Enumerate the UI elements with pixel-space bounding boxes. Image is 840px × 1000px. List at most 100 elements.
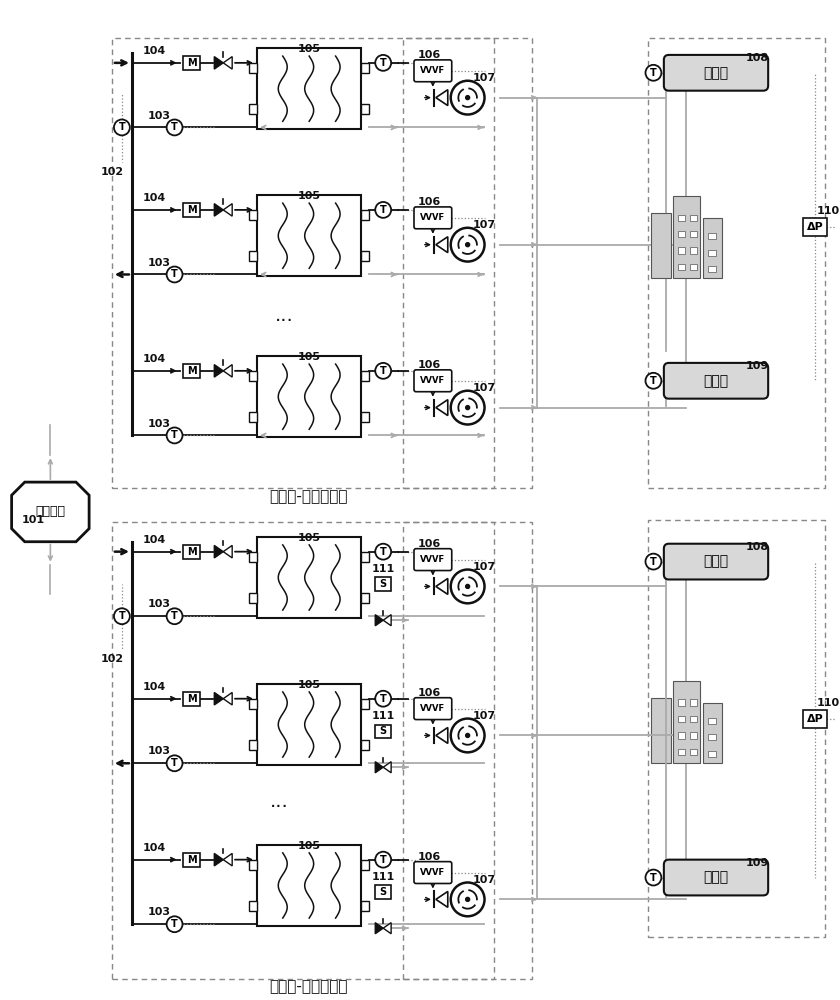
Bar <box>375 885 391 899</box>
Bar <box>673 196 700 278</box>
Bar <box>257 356 361 437</box>
Text: 108: 108 <box>746 53 769 63</box>
Text: T: T <box>380 58 386 68</box>
Circle shape <box>375 544 391 560</box>
FancyBboxPatch shape <box>414 60 452 82</box>
Circle shape <box>645 554 661 570</box>
Text: 105: 105 <box>297 680 321 690</box>
Bar <box>249 699 257 709</box>
Bar <box>361 63 370 73</box>
Circle shape <box>451 719 485 752</box>
Text: 集水器: 集水器 <box>703 871 728 885</box>
Text: T: T <box>650 68 657 78</box>
Polygon shape <box>214 692 223 705</box>
Circle shape <box>375 202 391 218</box>
FancyBboxPatch shape <box>664 544 768 579</box>
Text: ΔP: ΔP <box>807 222 824 232</box>
Circle shape <box>465 96 470 100</box>
Bar <box>249 371 257 381</box>
Text: VVVF: VVVF <box>420 376 445 385</box>
FancyBboxPatch shape <box>664 55 768 91</box>
Circle shape <box>465 406 470 410</box>
Bar <box>112 38 495 488</box>
Text: 111: 111 <box>371 564 395 574</box>
Text: 107: 107 <box>473 383 496 393</box>
Bar <box>361 251 370 261</box>
Bar <box>678 699 685 706</box>
Bar <box>182 545 201 559</box>
Circle shape <box>645 870 661 885</box>
Polygon shape <box>223 692 232 705</box>
Text: M: M <box>186 58 197 68</box>
Bar <box>249 251 257 261</box>
Text: M: M <box>186 205 197 215</box>
Bar <box>678 749 685 755</box>
Text: T: T <box>380 366 386 376</box>
Bar <box>249 593 257 603</box>
Text: 111: 111 <box>371 872 395 882</box>
Text: 集水器: 集水器 <box>703 374 728 388</box>
Text: 104: 104 <box>143 46 166 56</box>
Circle shape <box>375 363 391 379</box>
Bar <box>257 48 361 129</box>
Bar <box>403 522 533 979</box>
Bar <box>678 215 685 221</box>
Text: 103: 103 <box>148 746 171 756</box>
Circle shape <box>375 55 391 71</box>
Polygon shape <box>436 90 448 106</box>
Bar <box>702 703 722 763</box>
Polygon shape <box>214 853 223 866</box>
Text: 106: 106 <box>417 852 440 862</box>
Bar <box>361 104 370 114</box>
Circle shape <box>114 608 130 624</box>
Text: 104: 104 <box>143 193 166 203</box>
Bar <box>361 412 370 422</box>
Text: M: M <box>186 694 197 704</box>
Bar <box>249 104 257 114</box>
Text: VVVF: VVVF <box>420 704 445 713</box>
Text: 102: 102 <box>101 654 123 664</box>
Bar <box>361 901 370 911</box>
Bar <box>249 412 257 422</box>
Circle shape <box>166 916 182 932</box>
Text: VVVF: VVVF <box>420 213 445 222</box>
Text: 107: 107 <box>473 562 496 572</box>
Bar <box>803 710 827 728</box>
Text: T: T <box>380 547 386 557</box>
Circle shape <box>166 755 182 771</box>
Text: T: T <box>171 269 178 279</box>
Bar <box>249 901 257 911</box>
Bar <box>690 215 697 221</box>
Circle shape <box>465 897 470 901</box>
Text: T: T <box>171 758 178 768</box>
Circle shape <box>375 691 391 707</box>
Circle shape <box>451 391 485 424</box>
FancyBboxPatch shape <box>414 207 452 229</box>
Text: 103: 103 <box>148 258 171 268</box>
Text: 107: 107 <box>473 73 496 83</box>
Bar <box>361 210 370 220</box>
FancyBboxPatch shape <box>414 698 452 720</box>
Polygon shape <box>436 891 448 907</box>
Circle shape <box>166 119 182 135</box>
FancyBboxPatch shape <box>414 370 452 392</box>
Bar <box>361 593 370 603</box>
Text: 110: 110 <box>816 206 840 216</box>
Text: 105: 105 <box>297 533 321 543</box>
Bar <box>249 740 257 750</box>
Text: 105: 105 <box>297 191 321 201</box>
Bar <box>257 684 361 765</box>
Text: 109: 109 <box>746 361 769 371</box>
Text: 控制模块: 控制模块 <box>35 505 66 518</box>
Text: M: M <box>186 855 197 865</box>
Text: VVVF: VVVF <box>420 868 445 877</box>
FancyBboxPatch shape <box>414 862 452 883</box>
Circle shape <box>451 570 485 603</box>
Polygon shape <box>383 923 391 934</box>
Bar <box>257 537 361 618</box>
Bar <box>375 725 391 738</box>
Text: 103: 103 <box>148 111 171 121</box>
Text: 106: 106 <box>417 50 440 60</box>
Polygon shape <box>223 57 232 69</box>
Polygon shape <box>375 923 383 934</box>
